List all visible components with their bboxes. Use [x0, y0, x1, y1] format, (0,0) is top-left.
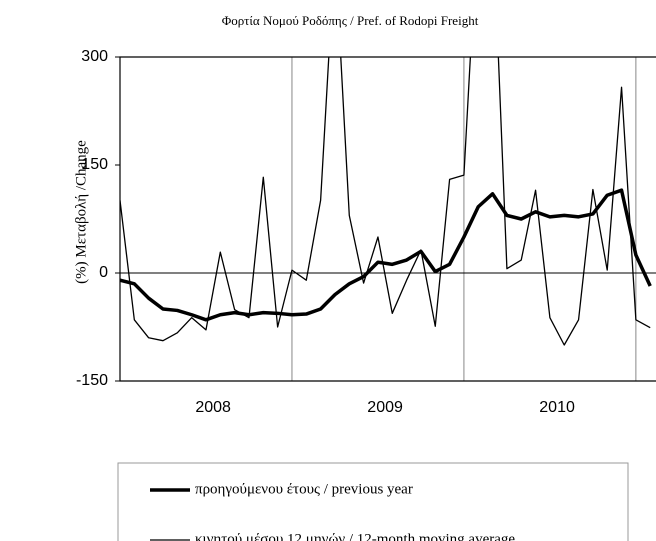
x-tick-label: 2008 [195, 399, 231, 416]
y-tick-label: 150 [81, 156, 108, 173]
x-tick-label: 2010 [539, 399, 575, 416]
y-tick-label: 300 [81, 48, 108, 65]
x-tick-label: 2009 [367, 399, 403, 416]
series-line [120, 188, 652, 322]
y-axis-label: (%) Μεταβολή /Change [73, 140, 89, 284]
y-tick-label: -150 [76, 372, 108, 389]
legend-box [117, 462, 629, 541]
plot-frame [119, 56, 656, 382]
legend-label: κινητού μέσου 12 μηνών / 12-month moving… [195, 531, 515, 541]
legend-label: προηγούμενου έτους / previous year [195, 481, 413, 497]
series-line [120, 57, 651, 346]
chart-title: Φορτία Νομού Ροδόπης / Pref. of Rodopi F… [222, 13, 479, 28]
y-tick-label: 0 [99, 264, 108, 281]
